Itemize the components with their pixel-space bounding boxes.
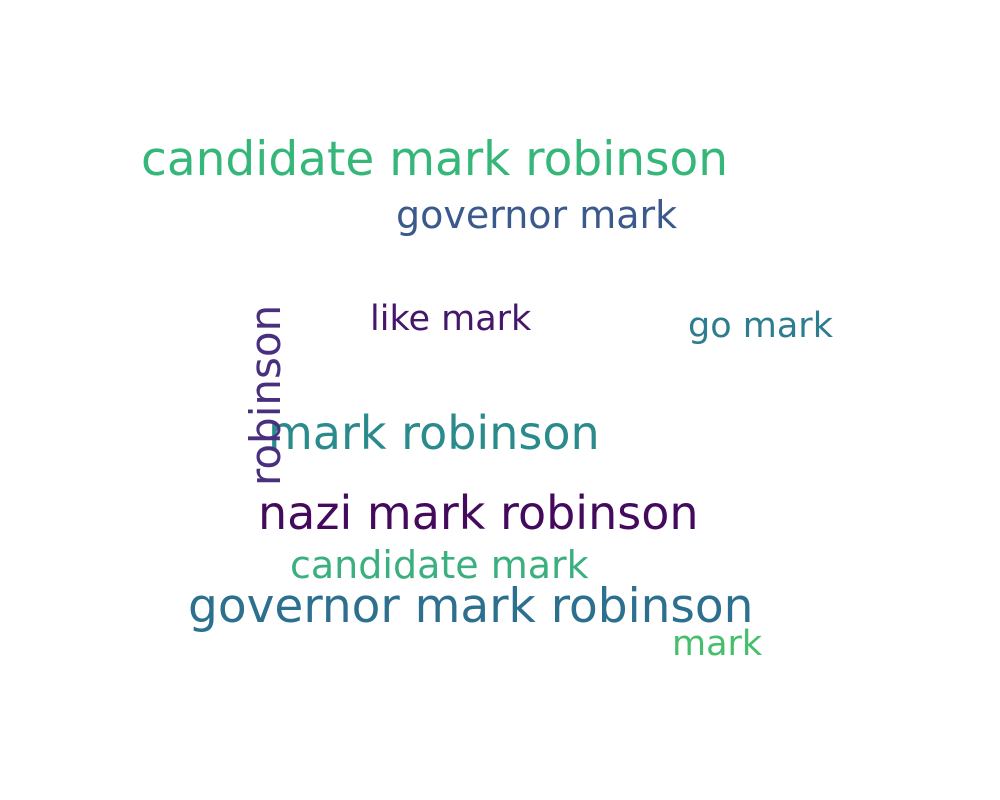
word-mark-robinson: mark robinson: [268, 406, 600, 460]
word-go-mark: go mark: [688, 306, 833, 346]
word-governor-mark-robinson: governor mark robinson: [188, 579, 754, 634]
word-candidate-mark-robinson: candidate mark robinson: [141, 132, 729, 187]
word-robinson-vertical: robinson: [241, 304, 290, 486]
word-mark: mark: [672, 624, 763, 664]
word-governor-mark: governor mark: [396, 193, 678, 237]
word-candidate-mark: candidate mark: [290, 543, 589, 587]
word-nazi-mark-robinson: nazi mark robinson: [258, 486, 699, 540]
word-like-mark: like mark: [370, 299, 532, 339]
